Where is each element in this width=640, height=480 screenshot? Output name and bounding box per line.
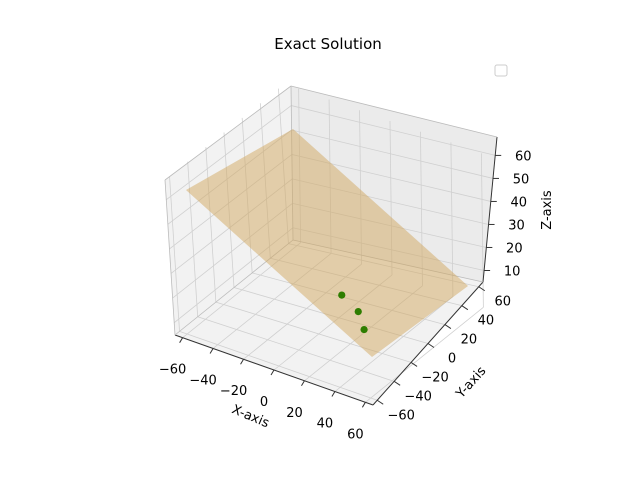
tick-mark-y: [427, 343, 435, 348]
grid-line-x: [334, 296, 454, 392]
data-points: [338, 291, 368, 334]
y-tick-label: 0: [448, 352, 456, 367]
grid-line-z-left: [166, 105, 292, 201]
grid-line-x: [365, 306, 484, 403]
y-axis-label: Y-axis: [453, 364, 490, 403]
tick-mark-x: [179, 337, 184, 343]
chart-title: Exact Solution: [274, 35, 382, 53]
tick-mark-x: [331, 391, 336, 397]
z-axis-line: [482, 136, 498, 283]
tick-mark-x: [240, 358, 244, 365]
y-tick-label: 20: [461, 333, 478, 348]
tick-mark-y: [444, 324, 452, 329]
z-tick-label: 60: [515, 149, 532, 164]
z-tick-label: 40: [511, 195, 528, 210]
tick-mark-y: [376, 399, 384, 405]
data-point: [338, 291, 346, 299]
pane-edge: [290, 85, 498, 138]
x-tick-label: −20: [220, 384, 247, 399]
grid-line-y: [179, 330, 378, 401]
x-tick-label: −40: [189, 373, 216, 388]
pane-edge: [164, 85, 292, 181]
grid-line-z-back: [291, 105, 496, 156]
y-tick-label: −60: [388, 408, 415, 423]
tick-mark-y: [410, 362, 418, 367]
grid-line-y: [197, 316, 395, 382]
x-tick-label: 20: [286, 406, 303, 421]
tick-mark-y: [393, 380, 401, 386]
y-tick-label: −40: [404, 389, 431, 404]
solution-plane: [186, 129, 468, 357]
z-tick-label: 20: [506, 241, 523, 256]
data-point: [360, 325, 368, 334]
y-tick-label: 40: [478, 314, 495, 329]
grid-line-y-left: [205, 147, 217, 303]
grid-line-y: [215, 301, 412, 363]
x-tick-label: 0: [260, 395, 268, 410]
x-tick-label: −60: [159, 363, 186, 378]
tick-mark-y: [478, 286, 486, 292]
z-axis-label: Z-axis: [540, 190, 555, 230]
tick-mark-x: [270, 369, 275, 376]
x-axis-line: [174, 334, 374, 406]
z-tick-label: 10: [504, 264, 521, 279]
y-tick-label: 60: [494, 295, 511, 310]
grid-line-z-back: [291, 129, 494, 179]
z-tick-label: 50: [513, 172, 530, 187]
legend-box: [494, 64, 508, 77]
z-tick-label: 30: [508, 218, 525, 233]
x-tick-label: 60: [347, 427, 364, 442]
grid-line-y-left: [187, 161, 199, 317]
tick-mark-x: [301, 380, 305, 387]
tick-mark-x: [209, 348, 214, 354]
grid-line-y-left: [169, 176, 180, 332]
tick-mark-x: [361, 402, 366, 408]
x-tick-label: 40: [317, 417, 334, 432]
data-point: [354, 307, 362, 316]
tick-mark-y: [461, 305, 469, 311]
pane-edge: [164, 179, 176, 336]
y-tick-label: −20: [421, 370, 448, 385]
y-axis-line: [372, 281, 484, 406]
tick-labels: −60−40−200204060−60−40−20020406010203040…: [159, 149, 532, 442]
